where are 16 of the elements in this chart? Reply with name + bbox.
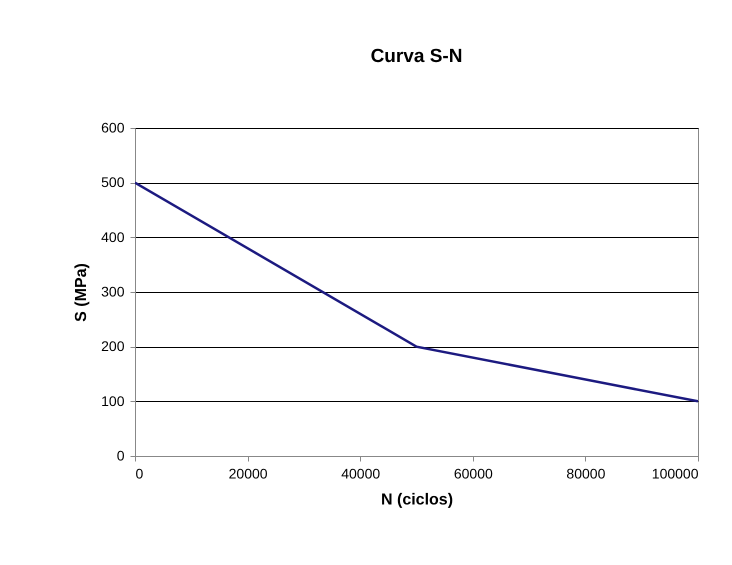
- y-tick-label: 400: [101, 228, 125, 245]
- y-tick-label: 600: [101, 120, 125, 136]
- y-tick-label: 0: [116, 448, 125, 464]
- y-tick-label: 500: [101, 174, 125, 190]
- x-tick-label: 0: [136, 466, 144, 482]
- x-tick-label: 60000: [454, 466, 493, 482]
- x-tick-label: 40000: [341, 466, 380, 482]
- y-tick-label: 100: [101, 392, 125, 409]
- y-tick-label: 200: [101, 338, 125, 354]
- x-tick-label: 80000: [566, 466, 606, 482]
- y-tick-label: 300: [101, 284, 125, 300]
- y-axis-title: S (MPa): [73, 263, 90, 322]
- x-tick-label: 20000: [228, 466, 268, 482]
- chart-title: Curva S-N: [370, 46, 462, 67]
- x-tick-label: 100000: [652, 466, 699, 482]
- x-axis-title: N (ciclos): [380, 492, 454, 508]
